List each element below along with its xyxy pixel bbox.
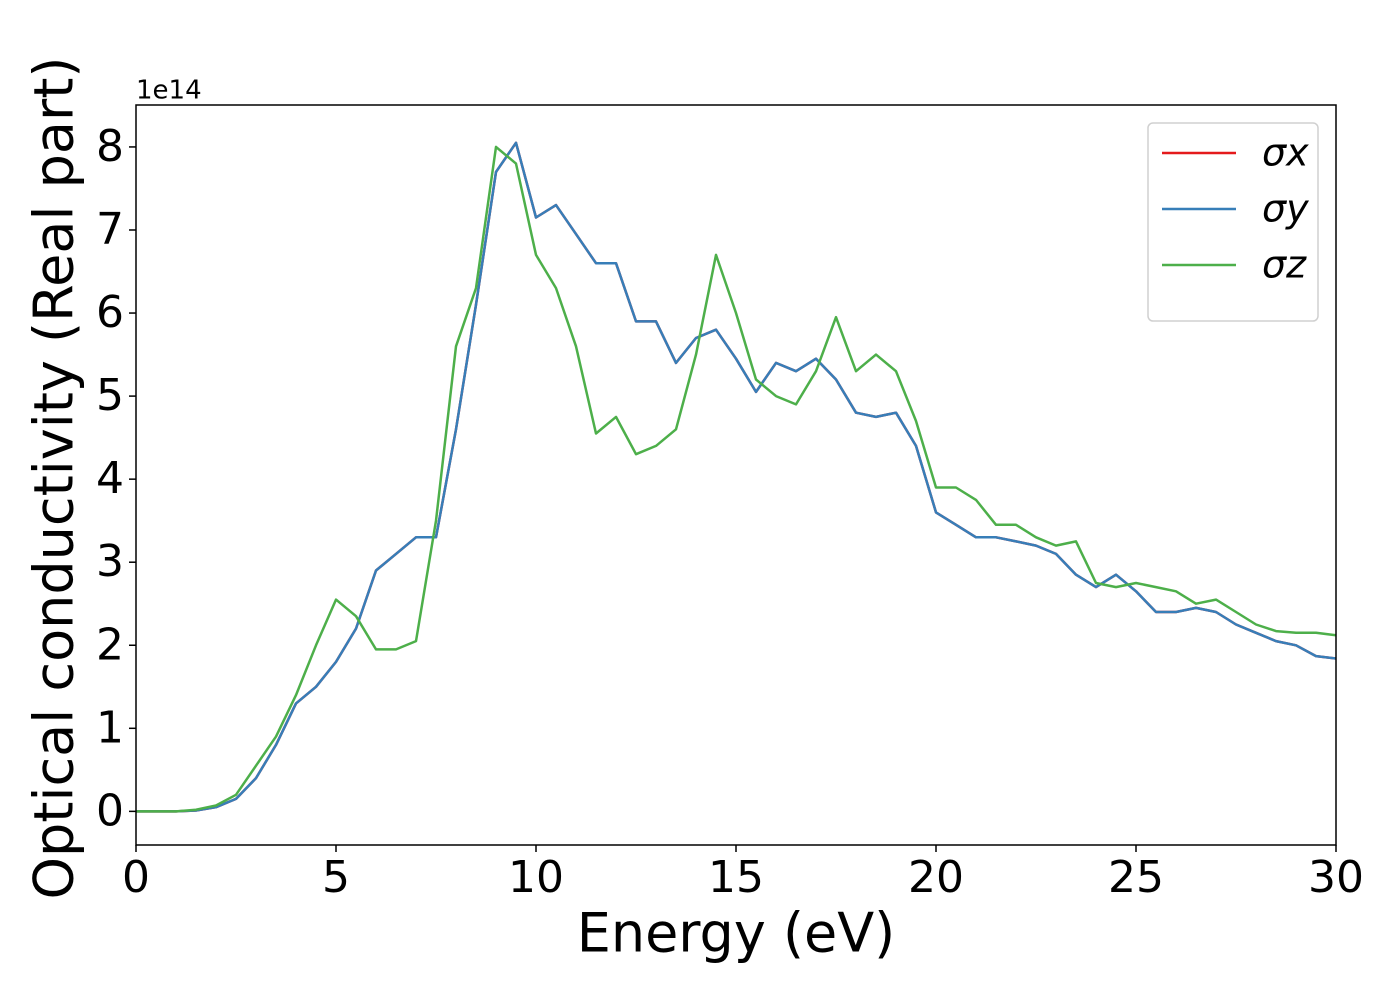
y-tick-label: 1: [96, 702, 124, 753]
y-axis-label: Optical conductivity (Real part): [23, 57, 86, 900]
y-tick-label: 0: [96, 785, 124, 836]
y-tick-label: 2: [96, 619, 124, 670]
x-tick-label: 5: [322, 852, 350, 903]
legend-label: σy: [1262, 187, 1309, 231]
y-tick-label: 3: [96, 536, 124, 587]
x-tick-label: 20: [908, 852, 964, 903]
x-tick-label: 10: [508, 852, 564, 903]
y-tick-label: 7: [96, 204, 124, 255]
series-line: [136, 145, 1336, 813]
x-tick-label: 0: [122, 852, 150, 903]
legend-box: [1147, 122, 1319, 322]
x-tick-label: 30: [1308, 852, 1364, 903]
x-axis-label: Energy (eV): [577, 902, 896, 965]
plot-frame: [135, 104, 1337, 846]
series-line: [136, 141, 1336, 813]
legend-label: σz: [1262, 243, 1307, 287]
y-tick-label: 8: [96, 121, 124, 172]
legend-label: σx: [1262, 131, 1309, 175]
x-tick-label: 15: [708, 852, 764, 903]
y-tick-label: 6: [96, 287, 124, 338]
y-offset-label: 1e14: [136, 76, 202, 106]
y-tick-label: 4: [96, 453, 124, 504]
x-tick-label: 25: [1108, 852, 1164, 903]
y-tick-label: 5: [96, 370, 124, 421]
